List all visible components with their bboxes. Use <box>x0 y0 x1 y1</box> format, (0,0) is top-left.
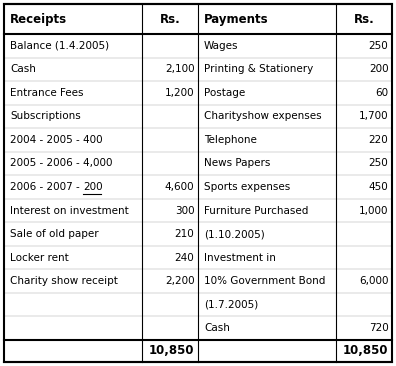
Text: Balance (1.4.2005): Balance (1.4.2005) <box>10 41 109 51</box>
Text: Postage: Postage <box>204 88 245 98</box>
Text: 200: 200 <box>83 182 103 192</box>
Text: 6,000: 6,000 <box>359 276 388 286</box>
Text: 1,000: 1,000 <box>359 206 388 216</box>
Text: 450: 450 <box>369 182 388 192</box>
Text: Sale of old paper: Sale of old paper <box>10 229 99 239</box>
Text: 2,200: 2,200 <box>165 276 194 286</box>
Text: 10,850: 10,850 <box>343 344 388 358</box>
Text: 250: 250 <box>369 158 388 168</box>
Text: 1,700: 1,700 <box>359 111 388 122</box>
Text: Furniture Purchased: Furniture Purchased <box>204 206 308 216</box>
Text: 10,850: 10,850 <box>149 344 194 358</box>
Text: Charityshow expenses: Charityshow expenses <box>204 111 322 122</box>
Text: 200: 200 <box>369 64 388 74</box>
Text: 220: 220 <box>369 135 388 145</box>
Text: Printing & Stationery: Printing & Stationery <box>204 64 313 74</box>
Text: Cash: Cash <box>204 323 230 333</box>
Text: Telephone: Telephone <box>204 135 257 145</box>
Text: (1.10.2005): (1.10.2005) <box>204 229 265 239</box>
Text: Wages: Wages <box>204 41 238 51</box>
Text: Sports expenses: Sports expenses <box>204 182 290 192</box>
Text: Receipts: Receipts <box>10 12 67 26</box>
Text: 1,200: 1,200 <box>165 88 194 98</box>
Text: Entrance Fees: Entrance Fees <box>10 88 84 98</box>
Text: 250: 250 <box>369 41 388 51</box>
Text: Locker rent: Locker rent <box>10 253 69 263</box>
Text: Interest on investment: Interest on investment <box>10 206 129 216</box>
Text: Payments: Payments <box>204 12 268 26</box>
Text: 10% Government Bond: 10% Government Bond <box>204 276 326 286</box>
Text: 60: 60 <box>375 88 388 98</box>
Text: Rs.: Rs. <box>160 12 180 26</box>
Text: 2004 - 2005 - 400: 2004 - 2005 - 400 <box>10 135 103 145</box>
Text: Charity show receipt: Charity show receipt <box>10 276 118 286</box>
Text: (1.7.2005): (1.7.2005) <box>204 300 258 310</box>
Text: 210: 210 <box>175 229 194 239</box>
Text: Investment in: Investment in <box>204 253 276 263</box>
Text: 720: 720 <box>369 323 388 333</box>
Text: 2005 - 2006 - 4,000: 2005 - 2006 - 4,000 <box>10 158 112 168</box>
Text: Cash: Cash <box>10 64 36 74</box>
Text: 2006 - 2007 -: 2006 - 2007 - <box>10 182 83 192</box>
Text: 300: 300 <box>175 206 194 216</box>
Text: 2,100: 2,100 <box>165 64 194 74</box>
Text: 240: 240 <box>175 253 194 263</box>
Text: Rs.: Rs. <box>354 12 374 26</box>
Text: 4,600: 4,600 <box>165 182 194 192</box>
Text: News Papers: News Papers <box>204 158 270 168</box>
Text: Subscriptions: Subscriptions <box>10 111 81 122</box>
